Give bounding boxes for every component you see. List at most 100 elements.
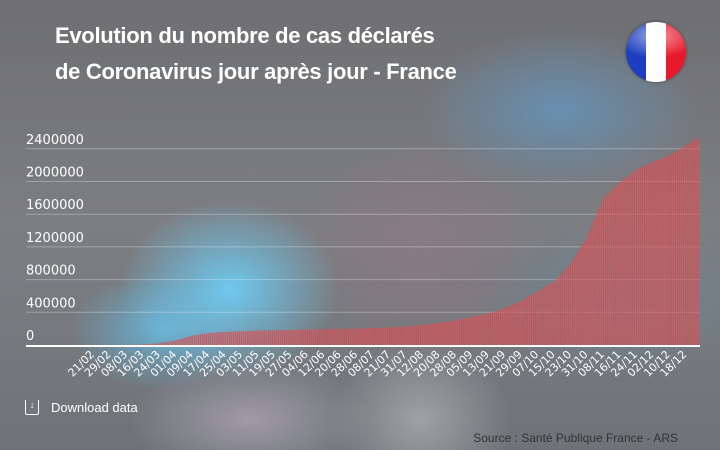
bar-gap-fill bbox=[435, 323, 437, 345]
bar bbox=[380, 327, 382, 345]
bar bbox=[687, 144, 689, 345]
bar-gap-fill bbox=[562, 272, 564, 345]
bar bbox=[683, 146, 685, 345]
bar bbox=[639, 167, 642, 345]
bar bbox=[506, 307, 508, 345]
bar-gap-fill bbox=[155, 343, 157, 345]
bar bbox=[372, 328, 374, 345]
bar-gap-fill bbox=[318, 329, 320, 345]
y-tick-label: 800000 bbox=[26, 264, 76, 279]
bar-gap-fill bbox=[676, 151, 677, 345]
bar bbox=[269, 330, 271, 345]
bar bbox=[594, 217, 596, 345]
bar bbox=[674, 151, 677, 345]
bar-gap-fill bbox=[307, 329, 309, 345]
bar-gap-fill bbox=[186, 337, 188, 345]
bar bbox=[621, 180, 623, 345]
bar bbox=[574, 256, 576, 345]
bar-gap-fill bbox=[423, 324, 425, 345]
bar-gap-fill bbox=[451, 321, 453, 345]
bar-gap-fill bbox=[443, 322, 445, 345]
bar bbox=[654, 161, 656, 345]
bar bbox=[477, 315, 479, 345]
bar-gap-fill bbox=[338, 328, 340, 345]
bar-gap-fill bbox=[682, 147, 684, 345]
bar-gap-fill bbox=[198, 334, 200, 345]
bar-gap-fill bbox=[295, 329, 297, 345]
bar bbox=[611, 190, 613, 345]
bar bbox=[212, 332, 214, 345]
bar bbox=[206, 333, 208, 345]
bar bbox=[481, 314, 483, 345]
bar-gap-fill bbox=[659, 159, 661, 345]
bar-gap-fill bbox=[371, 328, 373, 345]
bar-gap-fill bbox=[254, 330, 256, 345]
bar-gap-fill bbox=[690, 142, 692, 345]
bar-gap-fill bbox=[688, 144, 690, 345]
bar-gap-fill bbox=[433, 323, 435, 345]
bar bbox=[459, 319, 461, 345]
bar bbox=[582, 243, 584, 345]
y-tick-label: 1200000 bbox=[26, 231, 84, 246]
bar bbox=[257, 330, 259, 345]
bar-gap-fill bbox=[168, 341, 170, 345]
bar-gap-fill bbox=[194, 335, 196, 345]
bar bbox=[276, 330, 278, 345]
bar bbox=[323, 329, 325, 345]
bar-gap-fill bbox=[334, 329, 336, 345]
bar bbox=[424, 324, 426, 345]
bar-gap-fill bbox=[589, 231, 591, 345]
bar-gap-fill bbox=[604, 198, 606, 345]
bar-gap-fill bbox=[601, 203, 603, 345]
bar-gap-fill bbox=[225, 331, 227, 345]
bar-gap-fill bbox=[593, 222, 595, 345]
bar-gap-fill bbox=[285, 330, 287, 345]
bar-gap-fill bbox=[608, 194, 610, 345]
bar bbox=[592, 222, 594, 345]
bar bbox=[434, 323, 436, 345]
bar-gap-fill bbox=[262, 330, 264, 345]
bar-gap-fill bbox=[379, 327, 381, 345]
bar bbox=[454, 320, 456, 345]
bar bbox=[535, 292, 537, 345]
bar-gap-fill bbox=[616, 186, 618, 345]
bar bbox=[450, 321, 452, 345]
bar-gap-fill bbox=[336, 328, 338, 345]
bar-gap-fill bbox=[560, 274, 562, 345]
bar bbox=[617, 184, 619, 345]
bar-gap-fill bbox=[597, 212, 599, 345]
bar bbox=[199, 334, 202, 345]
bar-gap-fill bbox=[260, 330, 262, 345]
bar bbox=[631, 172, 633, 345]
bar bbox=[559, 274, 561, 345]
bar-gap-fill bbox=[474, 316, 476, 345]
bar bbox=[319, 329, 321, 345]
bar bbox=[300, 329, 302, 345]
bar bbox=[393, 327, 395, 345]
bar bbox=[177, 339, 179, 345]
bar-gap-fill bbox=[349, 328, 351, 345]
bar-gap-fill bbox=[367, 328, 369, 345]
bar bbox=[627, 175, 629, 345]
bar bbox=[164, 342, 167, 345]
bar-gap-fill bbox=[488, 313, 490, 345]
bar bbox=[284, 330, 286, 345]
bar-gap-fill bbox=[501, 309, 503, 345]
download-data-button[interactable]: ↓ Download data bbox=[25, 400, 138, 415]
bar-gap-fill bbox=[172, 341, 174, 345]
bar-gap-fill bbox=[581, 246, 583, 345]
bar bbox=[642, 166, 644, 345]
bar bbox=[329, 329, 331, 345]
bar bbox=[648, 163, 650, 345]
bar bbox=[171, 341, 173, 345]
bar bbox=[313, 329, 315, 345]
bar-gap-fill bbox=[209, 332, 211, 345]
bar-gap-fill bbox=[174, 340, 176, 345]
bar bbox=[557, 276, 559, 345]
bar-gap-fill bbox=[536, 292, 538, 345]
bar bbox=[600, 203, 602, 345]
bar bbox=[500, 309, 502, 345]
bar bbox=[290, 330, 292, 345]
bar-gap-fill bbox=[698, 137, 700, 345]
bar-gap-fill bbox=[634, 170, 636, 345]
